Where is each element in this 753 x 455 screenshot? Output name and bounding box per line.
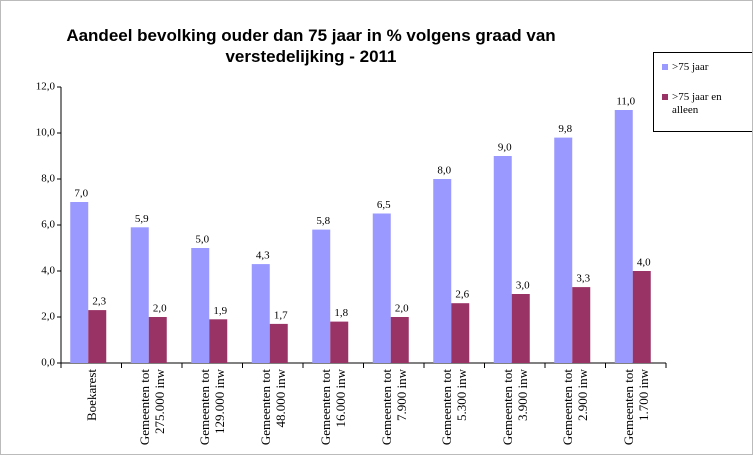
data-label: 4,3 <box>256 250 270 262</box>
bar <box>209 319 228 363</box>
data-label: 11,0 <box>616 96 635 108</box>
legend-item: >75 jaar <box>662 61 750 74</box>
data-label: 2,0 <box>395 303 409 315</box>
bar <box>493 156 512 363</box>
y-tick-label: 8,0 <box>41 173 55 185</box>
y-tick-label: 0,0 <box>41 357 55 369</box>
bar <box>269 323 288 363</box>
legend: >75 jaar >75 jaar en alleen <box>653 52 752 132</box>
chart-title: Aandeel bevolking ouder dan 75 jaar in %… <box>66 26 556 66</box>
y-tick-label: 2,0 <box>41 311 55 323</box>
legend-label: >75 jaar en alleen <box>672 91 722 116</box>
x-tick-label: Boekarest <box>83 369 99 421</box>
legend-item: >75 jaar en alleen <box>662 91 750 117</box>
bar <box>70 202 89 363</box>
data-label: 1,7 <box>274 309 288 321</box>
data-label: 2,6 <box>455 289 469 301</box>
legend-swatch <box>662 94 668 100</box>
y-tick-label: 4,0 <box>41 265 55 277</box>
data-label: 2,0 <box>153 303 167 315</box>
data-label: 9,0 <box>498 142 512 154</box>
data-label: 3,0 <box>516 280 530 292</box>
x-tick-label: Gemeenten tot 48.000 inw <box>257 369 288 446</box>
x-tick-label: Gemeenten tot 275.000 inw <box>136 369 167 446</box>
y-tick-label: 12,0 <box>36 81 56 93</box>
data-label: 8,0 <box>437 165 451 177</box>
bar <box>390 317 409 363</box>
bar <box>330 321 349 363</box>
y-tick-label: 10,0 <box>36 127 56 139</box>
y-tick-label: 6,0 <box>41 219 55 231</box>
legend-swatch <box>662 64 668 70</box>
bar <box>372 213 391 363</box>
x-tick-label: Gemeenten tot 16.000 inw <box>318 369 349 446</box>
x-tick-label: Gemeenten tot 5.300 inw <box>439 369 470 446</box>
data-label: 3,3 <box>576 273 590 285</box>
bar <box>130 227 149 363</box>
bar <box>614 110 633 363</box>
data-label: 5,0 <box>195 234 209 246</box>
x-tick-label: Gemeenten tot 7.900 inw <box>378 369 409 446</box>
data-label: 7,0 <box>74 188 88 200</box>
bar <box>511 294 530 363</box>
data-label: 1,9 <box>213 305 227 317</box>
x-tick-label: Gemeenten tot 129.000 inw <box>197 369 228 446</box>
bar <box>433 179 452 363</box>
legend-label: >75 jaar <box>672 61 709 73</box>
bar <box>554 137 573 363</box>
data-label: 9,8 <box>558 123 572 135</box>
data-label: 6,5 <box>377 199 391 211</box>
data-label: 5,9 <box>135 213 149 225</box>
bar <box>632 271 651 363</box>
bar <box>572 287 591 363</box>
bar <box>88 310 107 363</box>
bar <box>451 303 470 363</box>
bar <box>191 248 210 363</box>
data-label: 2,3 <box>92 296 106 308</box>
bar <box>251 264 270 363</box>
x-tick-label: Gemeenten tot 2.900 inw <box>560 369 591 446</box>
bar <box>312 229 331 363</box>
bar <box>148 317 167 363</box>
data-label: 5,8 <box>316 215 330 227</box>
data-label: 4,0 <box>637 257 651 269</box>
x-tick-label: Gemeenten tot 1.700 inw <box>620 369 651 446</box>
data-label: 1,8 <box>334 307 348 319</box>
x-tick-label: Gemeenten tot 3.900 inw <box>499 369 530 446</box>
